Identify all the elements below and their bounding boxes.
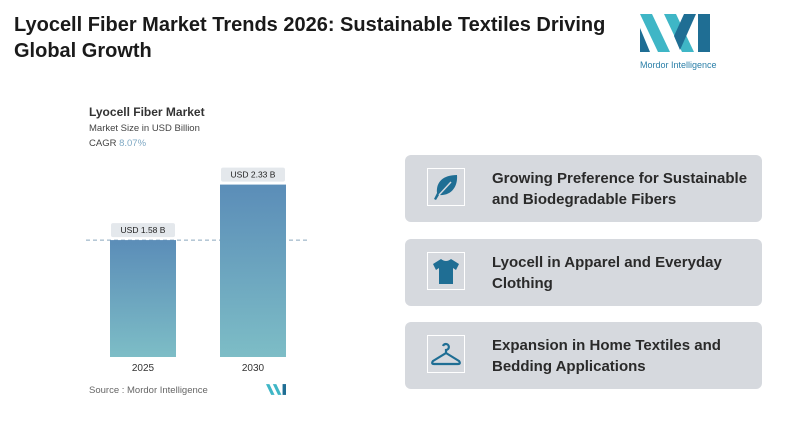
tshirt-icon (433, 259, 459, 284)
mordor-logo: Mordor Intelligence (640, 14, 720, 70)
logo-text: Mordor Intelligence (640, 60, 717, 70)
card-text: Lyocell in Apparel and Everyday Clothing (492, 253, 722, 292)
page-title: Lyocell Fiber Market Trends 2026: Sustai… (14, 14, 606, 62)
hanger-icon (431, 342, 461, 366)
cagr-value: 8.07% (119, 138, 147, 149)
card-home-textiles: Expansion in Home Textiles and Bedding A… (405, 322, 762, 389)
small-logo-icon (266, 384, 286, 395)
bar-chart: USD 1.58 B 2025 USD 2.33 B 2030 (86, 167, 310, 374)
cagr: CAGR 8.07% (89, 138, 146, 149)
source-note: Source : Mordor Intelligence (89, 385, 208, 396)
logo-mark-icon (640, 14, 710, 52)
bar-2025 (110, 240, 176, 357)
data-label-bg (221, 167, 285, 182)
card-text: Growing Preference for Sustainable and B… (492, 169, 748, 208)
bar-2030 (220, 184, 286, 357)
data-label: USD 1.58 B (121, 225, 166, 235)
leaf-icon (434, 175, 458, 200)
data-label: USD 2.33 B (231, 170, 276, 180)
chart-subtitle: Market Size in USD Billion (89, 123, 200, 134)
card-text: Expansion in Home Textiles and Bedding A… (492, 336, 721, 375)
cagr-label: CAGR (89, 138, 117, 149)
x-tick-label: 2025 (132, 363, 155, 374)
card-apparel: Lyocell in Apparel and Everyday Clothing (405, 239, 762, 306)
x-tick-label: 2030 (242, 363, 265, 374)
data-label-bg (111, 223, 175, 238)
chart-title: Lyocell Fiber Market (89, 105, 205, 119)
card-sustainable-fibers: Growing Preference for Sustainable and B… (405, 155, 762, 222)
